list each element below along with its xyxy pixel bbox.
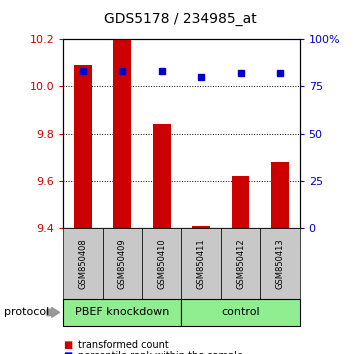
Text: GSM850411: GSM850411: [197, 238, 206, 289]
Text: GSM850410: GSM850410: [157, 238, 166, 289]
Text: transformed count: transformed count: [78, 340, 168, 350]
Text: control: control: [221, 307, 260, 318]
Text: GDS5178 / 234985_at: GDS5178 / 234985_at: [104, 12, 257, 27]
Bar: [74, 65, 92, 228]
Text: ■: ■: [63, 340, 73, 350]
Text: GSM850412: GSM850412: [236, 238, 245, 289]
Text: GSM850409: GSM850409: [118, 238, 127, 289]
Text: ■: ■: [63, 351, 73, 354]
Text: GSM850408: GSM850408: [78, 238, 87, 289]
Bar: [192, 226, 210, 228]
Bar: [113, 11, 131, 228]
Text: protocol: protocol: [4, 307, 49, 318]
Bar: [232, 176, 249, 228]
Bar: [153, 124, 170, 228]
Text: PBEF knockdown: PBEF knockdown: [75, 307, 169, 318]
Text: GSM850413: GSM850413: [275, 238, 284, 289]
Text: percentile rank within the sample: percentile rank within the sample: [78, 351, 243, 354]
Bar: [271, 162, 289, 228]
